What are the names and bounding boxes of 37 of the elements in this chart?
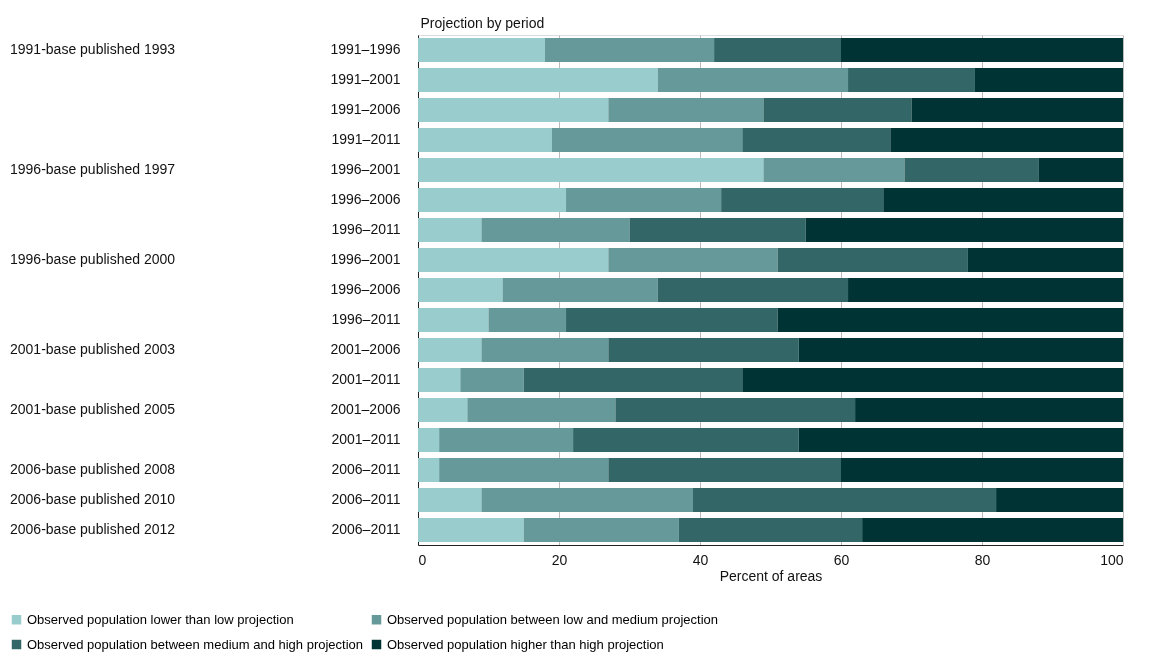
y-tick-label: 1991–2001	[330, 71, 401, 87]
text: 1996-base published 1997	[10, 161, 176, 177]
legend-label: Observed population between low and medium projection	[387, 611, 718, 627]
x-tick-label: 80	[974, 551, 991, 568]
x-axis-title: Percent of areas	[719, 567, 823, 584]
y-tick-label: 1991–2006	[330, 101, 401, 117]
y-tick-label: 1996–2011	[331, 221, 401, 237]
x-tick-label: 0	[418, 551, 427, 568]
y-tick-label: 1996–2006	[330, 191, 401, 207]
y-tick-label: 1996–2006	[330, 281, 401, 297]
y-tick-label: 2001–2006	[330, 401, 401, 417]
y-tick-label: 2006–2011	[331, 521, 401, 537]
text: 2006-base published 2008	[10, 461, 176, 477]
y-tick-label: 2001–2006	[330, 341, 401, 357]
y-axis-title: Projection by period	[420, 14, 545, 31]
x-tick-label: 60	[833, 551, 850, 568]
x-tick-label: 100	[1100, 551, 1124, 568]
y-tick-label: 2006–2011	[331, 461, 401, 477]
y-tick-label: 1996–2011	[331, 311, 401, 327]
y-tick-label: 1996–2001	[330, 251, 401, 267]
y-tick-label: 2001–2011	[331, 431, 401, 447]
legend-label: Observed population lower than low projection	[27, 611, 294, 627]
legend-label: Observed population between medium and high projection	[27, 636, 364, 652]
x-tick-label: 40	[692, 551, 709, 568]
text: 2006-base published 2012	[10, 521, 176, 537]
text: 1996-base published 2000	[10, 251, 176, 267]
x-tick-label: 20	[551, 551, 568, 568]
y-tick-label: 2001–2011	[331, 371, 401, 387]
y-tick-label: 2006–2011	[331, 491, 401, 507]
y-tick-label: 1991–1996	[330, 41, 401, 57]
y-tick-label: 1991–2011	[331, 131, 401, 147]
y-tick-label: 1996–2001	[330, 161, 401, 177]
text: 2006-base published 2010	[10, 491, 176, 507]
text: 1991-base published 1993	[10, 41, 176, 57]
text: 2001-base published 2003	[10, 341, 176, 357]
text: 2001-base published 2005	[10, 401, 176, 417]
legend-label: Observed population higher than high projection	[387, 636, 664, 652]
